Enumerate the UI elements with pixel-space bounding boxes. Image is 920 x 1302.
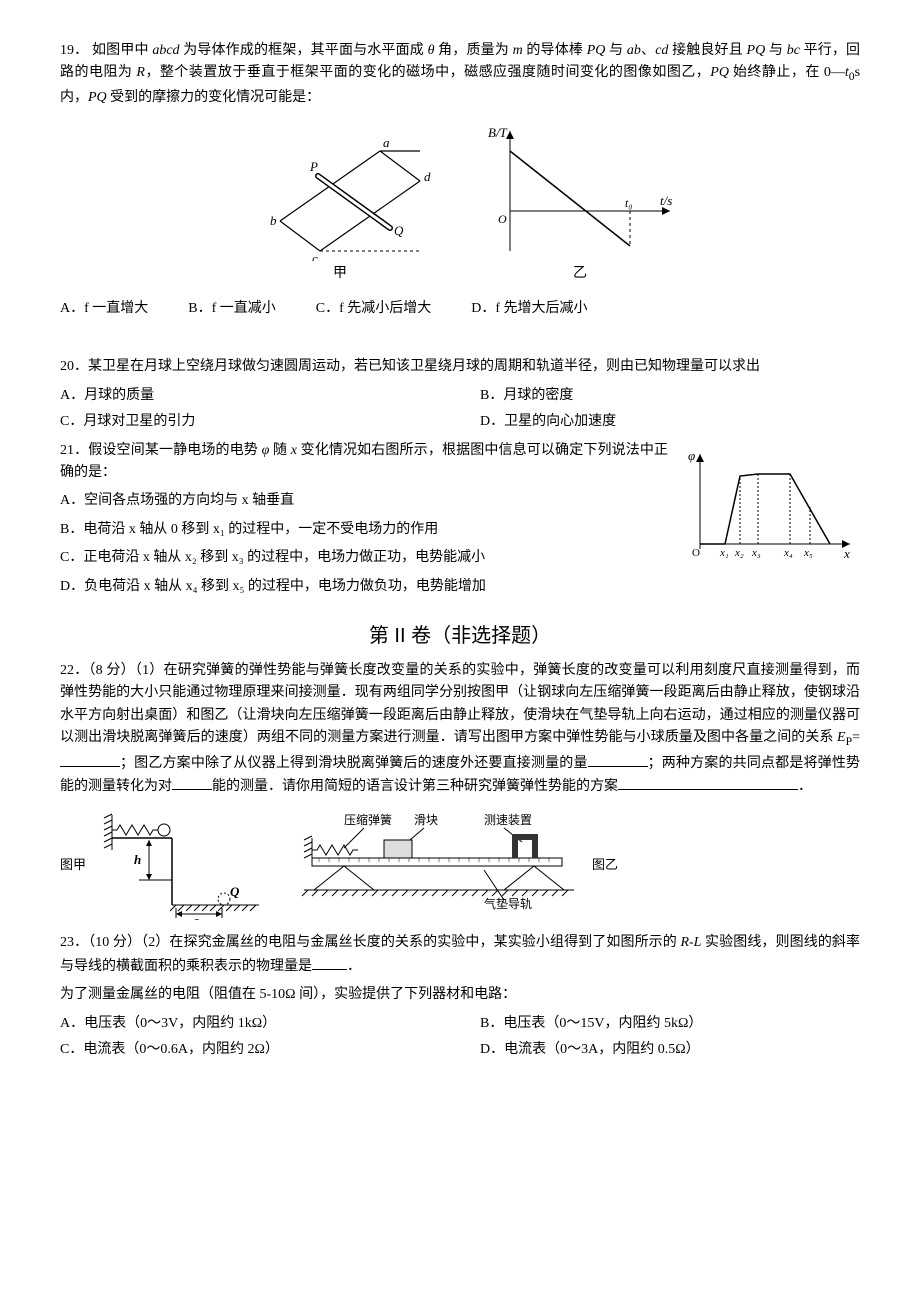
svg-text:x₄: x₄ <box>783 547 793 559</box>
q20-number: 20． <box>60 359 88 374</box>
q21-opt-d: D．负电荷沿 x 轴从 x₄ 移到 x₅ 的过程中，电场力做负功，电势能增加 <box>60 576 860 598</box>
q21-number: 21． <box>60 443 88 458</box>
q19-opt-d: D．f 先增大后减小 <box>471 298 587 320</box>
svg-text:压缩弹簧: 压缩弹簧 <box>344 812 392 827</box>
q19-options: A．f 一直增大 B．f 一直减小 C．f 先减小后增大 D．f 先增大后减小 <box>60 298 860 320</box>
q21-xlabel: x <box>843 546 850 561</box>
q19-text: 19． 如图甲中 abcd 为导体作成的框架，其平面与水平面成 θ 角，质量为 … <box>60 40 860 109</box>
q23-options: A．电压表（0～3V，内阻约 1kΩ） B．电压表（0～15V，内阻约 5kΩ）… <box>60 1013 860 1062</box>
svg-text:x₃: x₃ <box>751 547 761 559</box>
q20-options: A．月球的质量 B．月球的密度 C．月球对卫星的引力 D．卫星的向心加速度 <box>60 385 860 434</box>
q19-opt-c: C．f 先减小后增大 <box>316 298 432 320</box>
svg-text:x₂: x₂ <box>734 547 744 559</box>
q19-figure-right: B/T t/s t₀ O 乙 <box>480 121 680 285</box>
q22-points: （8 分） <box>88 663 134 678</box>
q23-number: 23． <box>60 935 88 950</box>
q20-opt-a: A．月球的质量 <box>60 385 440 407</box>
q23-blank-1 <box>312 955 347 970</box>
q19-figures: P Q a b c d 甲 B/T t/s t₀ O 乙 <box>60 121 860 285</box>
label-q: Q <box>394 223 404 238</box>
q19-opt-a: A．f 一直增大 <box>60 298 148 320</box>
q21-ylabel: φ <box>688 448 695 463</box>
q23-opt-b: B．电压表（0～15V，内阻约 5kΩ） <box>480 1013 860 1035</box>
q22-fig-right-label: 图乙 <box>592 855 618 876</box>
q21-graph: φ x O x₁ x₂ x₃ x₄ x₅ <box>680 444 860 564</box>
svg-text:Q: Q <box>230 884 240 899</box>
q22-blank-3 <box>172 775 212 790</box>
q22-blank-2 <box>588 752 648 767</box>
q19-ylabel: B/T <box>488 125 508 140</box>
label-a: a <box>383 135 390 150</box>
label-b: b <box>270 213 277 228</box>
q22-text: 22．（8 分）（1）在研究弹簧的弹性势能与弹簧长度改变量的关系的实验中，弹簧长… <box>60 660 860 798</box>
svg-text:滑块: 滑块 <box>414 813 438 827</box>
q22-fig-right-svg: 压缩弹簧 滑块 测速装置 气垫导轨 <box>284 810 584 920</box>
q19-t0: t₀ <box>625 196 633 210</box>
q22-blank-1 <box>60 752 120 767</box>
svg-text:气垫导轨: 气垫导轨 <box>484 896 532 911</box>
q23-points: （10 分） <box>88 935 141 950</box>
q22-figures: 图甲 h <box>60 810 860 920</box>
svg-text:h: h <box>134 852 141 867</box>
svg-text:x₁: x₁ <box>719 547 729 559</box>
q20-opt-d: D．卫星的向心加速度 <box>480 411 860 433</box>
q22-fig-left-svg: h s Q <box>94 810 264 920</box>
q19-O: O <box>498 212 507 226</box>
q19-xlabel: t/s <box>660 193 672 208</box>
q23-opt-d: D．电流表（0～3A，内阻约 0.5Ω） <box>480 1039 860 1061</box>
q19-caption-left: 甲 <box>240 263 440 285</box>
q23-opt-c: C．电流表（0～0.6A，内阻约 2Ω） <box>60 1039 440 1061</box>
q19-opt-b: B．f 一直减小 <box>188 298 276 320</box>
q23-opt-a: A．电压表（0～3V，内阻约 1kΩ） <box>60 1013 440 1035</box>
svg-text:x₅: x₅ <box>803 547 813 559</box>
q22-number: 22． <box>60 663 88 678</box>
q22-fig-left-label: 图甲 <box>60 855 86 876</box>
label-p: P <box>309 159 318 174</box>
q20-opt-b: B．月球的密度 <box>480 385 860 407</box>
q20-opt-c: C．月球对卫星的引力 <box>60 411 440 433</box>
q22-blank-4 <box>618 775 798 790</box>
label-c: c <box>312 251 318 261</box>
svg-text:O: O <box>692 547 700 559</box>
label-d: d <box>424 169 431 184</box>
svg-text:s: s <box>193 913 199 920</box>
section-2-title: 第 II 卷（非选择题） <box>60 620 860 652</box>
svg-text:测速装置: 测速装置 <box>484 813 532 827</box>
q19-figure-left: P Q a b c d 甲 <box>240 121 440 285</box>
q19-number: 19． <box>60 43 88 58</box>
q19-caption-right: 乙 <box>480 263 680 285</box>
q23-text: 23．（10 分）（2）在探究金属丝的电阻与金属丝长度的关系的实验中，某实验小组… <box>60 932 860 978</box>
q23-text-2: 为了测量金属丝的电阻（阻值在 5-10Ω 间），实验提供了下列器材和电路： <box>60 984 860 1006</box>
q20-text: 20．某卫星在月球上空绕月球做匀速圆周运动，若已知该卫星绕月球的周期和轨道半径，… <box>60 356 860 378</box>
